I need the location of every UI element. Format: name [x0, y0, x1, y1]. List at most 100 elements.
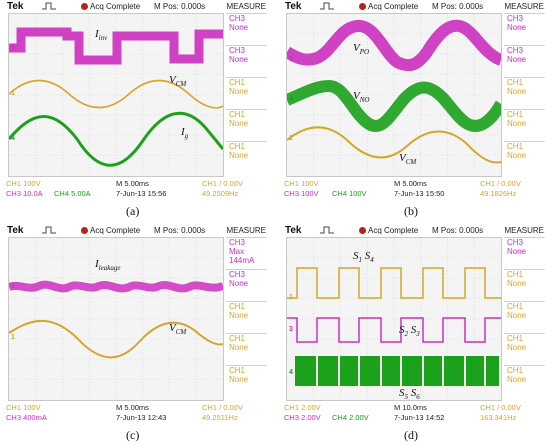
measure-slot-2[interactable]: CH3 None [226, 269, 267, 300]
scope-status-bar: CH1 100V M 5.00ms CH1 / 0.00V CH3 400mA … [6, 403, 268, 423]
signal-label-vcm: VCM [169, 74, 187, 89]
scope-panel-b: Tek Acq Complete M Pos: 0.000s MEASURE 3… [282, 0, 547, 198]
brand-label: Tek [285, 225, 302, 236]
trace-vcm [9, 79, 223, 109]
signal-label-vpo: VPO [353, 42, 370, 57]
measure-menu[interactable]: MEASURE [226, 226, 266, 235]
timebase: M 5.00ms [116, 179, 149, 188]
frequency-readout: 163.341Hz [480, 413, 517, 422]
timebase: M 5.00ms [116, 403, 149, 412]
acquisition-status-icon [359, 227, 366, 234]
measure-slot-4[interactable]: CH1 None [504, 333, 545, 364]
waveform-display: 3 1 Ileakage VCM [8, 237, 224, 401]
ch3-scale: CH3 400mA [6, 413, 47, 422]
timebase: M 10.0ms [394, 403, 427, 412]
ch3-marker: 3 [289, 326, 293, 333]
trace-iinv [9, 27, 223, 65]
horizontal-position: M Pos: 0.000s [432, 2, 484, 11]
trace-s1-s4 [287, 267, 501, 299]
measure-menu[interactable]: MEASURE [504, 226, 544, 235]
trace-s2-s3 [287, 317, 501, 343]
scope-topbar: Tek Acq Complete M Pos: 0.000s MEASURE [4, 224, 269, 237]
measure-slot-3[interactable]: CH1 None [504, 77, 545, 108]
measure-menu[interactable]: MEASURE [504, 2, 544, 11]
measure-slot-3[interactable]: CH1 None [226, 77, 267, 108]
ch1-scale: CH1 2.00V [284, 403, 321, 412]
ch4-scale: CH4 2.00V [332, 413, 369, 422]
signal-label-ig: Ig [181, 126, 189, 141]
ch4-marker: 4 [289, 96, 293, 103]
frequency-readout: 49.2509Hz [202, 189, 239, 198]
signal-label-vcm: VCM [169, 322, 187, 337]
timebase: M 5.00ms [394, 179, 427, 188]
measure-menu[interactable]: MEASURE [226, 2, 266, 11]
measure-slot-5[interactable]: CH1 None [504, 365, 545, 396]
acquisition-status: Acq Complete [368, 2, 419, 11]
ch3-marker: 3 [11, 283, 15, 290]
timestamp: 7-Jun-13 15:50 [394, 189, 445, 198]
trace-vcm [287, 126, 501, 164]
acquisition-status-icon [359, 3, 366, 10]
measure-slot-5[interactable]: CH1 None [504, 141, 545, 172]
brand-label: Tek [285, 1, 302, 12]
measure-slot-2[interactable]: CH1 None [504, 269, 545, 300]
signal-label-ileakage: Ileakage [95, 258, 121, 273]
measure-slot-1[interactable]: CH3 None [504, 13, 545, 44]
trigger-level: CH1 / 0.00V [480, 179, 521, 188]
measure-sidebar: CH3 None CH1 None CH1 None CH1 None CH1 None [504, 237, 545, 401]
measure-slot-3[interactable]: CH1 None [226, 301, 267, 332]
trigger-level: CH1 / 0.00V [480, 403, 521, 412]
scope-panel-a: Tek Acq Complete M Pos: 0.000s MEASURE 3… [4, 0, 269, 198]
measure-slot-1[interactable]: CH3 None [226, 13, 267, 44]
scope-status-bar: CH1 2.00V M 10.0ms CH1 / 0.00V CH3 2.00V… [284, 403, 546, 423]
acquisition-status-icon [81, 3, 88, 10]
signal-label-s1-s4: S1 S4 [353, 250, 374, 265]
trace-ileakage [9, 280, 223, 293]
horizontal-position: M Pos: 0.000s [154, 226, 206, 235]
brand-label: Tek [7, 1, 24, 12]
scope-status-bar: CH1 100V M 5.00ms CH1 / 0.00V CH3 10.0A … [6, 179, 268, 199]
measure-slot-2[interactable]: CH3 None [504, 45, 545, 76]
ch1-marker: 1 [289, 135, 293, 142]
measure-sidebar: CH3 Max 144mA CH3 None CH1 None CH1 None CH1 N… [226, 237, 267, 401]
measure-sidebar: CH3 None CH3 None CH1 None CH1 None CH1 None [504, 13, 545, 177]
scope-panel-d: Tek Acq Complete M Pos: 0.000s MEASURE 1… [282, 224, 547, 422]
ch4-marker: 4 [289, 369, 293, 376]
frequency-readout: 49.2511Hz [202, 413, 238, 422]
measure-slot-1[interactable]: CH3 Max 144mA [226, 237, 267, 268]
waveform-display: 3 4 1 VPO VNO VCM [286, 13, 502, 177]
horizontal-position: M Pos: 0.000s [154, 2, 206, 11]
measure-sidebar: CH3 None CH3 None CH1 None CH1 None CH1 None [226, 13, 267, 177]
measure-slot-4[interactable]: CH1 None [504, 109, 545, 140]
trace-vno [287, 79, 501, 132]
scope-topbar: Tek Acq Complete M Pos: 0.000s MEASURE [4, 0, 269, 13]
trigger-level: CH1 / 0.00V [202, 179, 243, 188]
ch4-marker: 4 [11, 135, 15, 142]
scope-topbar: Tek Acq Complete M Pos: 0.000s MEASURE [282, 224, 547, 237]
measure-slot-5[interactable]: CH1 None [226, 141, 267, 172]
horizontal-position: M Pos: 0.000s [432, 226, 484, 235]
measure-slot-2[interactable]: CH3 None [226, 45, 267, 76]
acquisition-status-icon [81, 227, 88, 234]
panel-caption-d: (d) [404, 428, 418, 442]
scope-topbar: Tek Acq Complete M Pos: 0.000s MEASURE [282, 0, 547, 13]
ch3-marker: 3 [11, 44, 15, 51]
timestamp: 7-Jun-13 12:43 [116, 413, 167, 422]
measure-slot-3[interactable]: CH1 None [504, 301, 545, 332]
measure-slot-1[interactable]: CH3 None [504, 237, 545, 268]
trigger-pulse-icon [320, 226, 334, 234]
frequency-readout: 49.1826Hz [480, 189, 517, 198]
measure-slot-5[interactable]: CH1 None [226, 365, 267, 396]
ch1-marker: 1 [11, 334, 15, 341]
ch1-scale: CH1 100V [6, 403, 41, 412]
signal-label-vno: VNO [353, 90, 370, 105]
ch1-marker: 1 [11, 90, 15, 97]
acquisition-status: Acq Complete [90, 2, 141, 11]
measure-slot-4[interactable]: CH1 None [226, 333, 267, 364]
scope-status-bar: CH1 100V M 5.00ms CH1 / 0.00V CH3 100V C… [284, 179, 546, 199]
trace-ig [9, 111, 223, 167]
waveform-display: 3 1 4 Iinv VCM Ig [8, 13, 224, 177]
ch1-scale: CH1 100V [284, 179, 319, 188]
measure-slot-4[interactable]: CH1 None [226, 109, 267, 140]
signal-label-vcm: VCM [399, 152, 417, 167]
